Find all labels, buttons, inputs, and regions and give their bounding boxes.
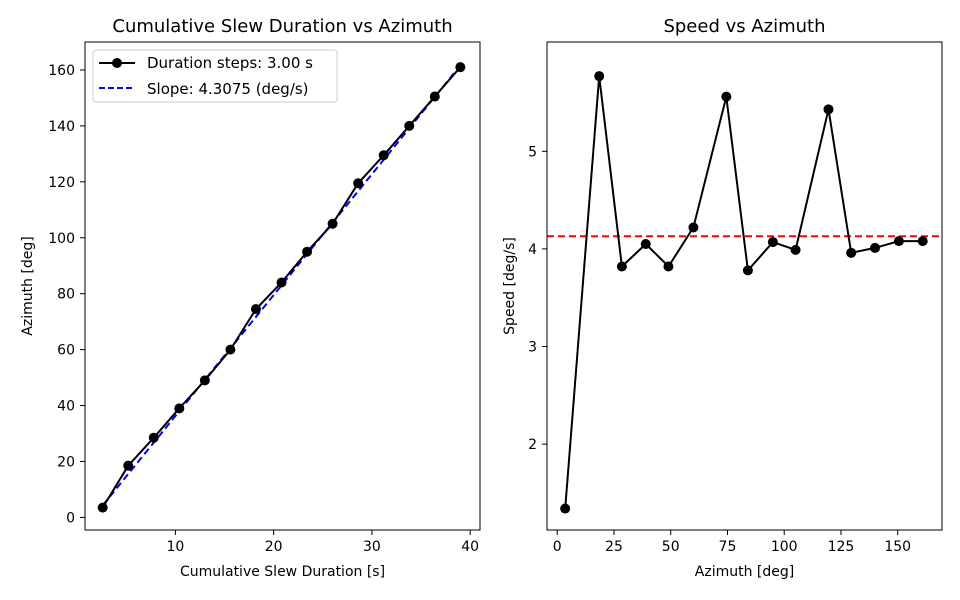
x-axis-label: Azimuth [deg]: [695, 564, 794, 580]
axes-frame: [84, 41, 481, 531]
x-tick-label: 0: [553, 539, 562, 555]
y-tick-label: 80: [57, 287, 75, 303]
data-point: [97, 502, 108, 513]
plot-area: [547, 71, 942, 514]
x-tick-label: 30: [363, 539, 381, 555]
x-tick-label: 125: [828, 539, 855, 555]
x-tick-label: 100: [771, 539, 798, 555]
data-point: [870, 242, 881, 253]
chart-speed-vs-azimuth: Speed vs Azimuth Azimuth [deg] Speed [de…: [502, 16, 943, 580]
data-point: [353, 178, 364, 189]
legend-marker-duration-steps: [112, 58, 122, 68]
data-point: [327, 218, 338, 229]
y-axis-label: Speed [deg/s]: [502, 237, 518, 335]
data-point: [823, 104, 834, 115]
x-tick-label: 50: [662, 539, 680, 555]
y-tick-label: 40: [57, 399, 75, 415]
chart-cumulative-duration-vs-azimuth: Cumulative Slew Duration vs Azimuth Cumu…: [20, 16, 481, 580]
tick-group: 0 25 50 75 100 125 150 2 3 4 5: [528, 144, 911, 555]
data-point: [148, 432, 159, 443]
data-point: [742, 265, 753, 276]
legend: Duration steps: 3.00 s Slope: 4.3075 (de…: [92, 49, 338, 103]
data-point: [404, 120, 415, 131]
legend-label-duration-steps: Duration steps: 3.00 s: [147, 54, 313, 72]
x-tick-label: 25: [605, 539, 623, 555]
data-point: [429, 91, 440, 102]
x-tick-label: 10: [166, 539, 184, 555]
x-tick-label: 150: [884, 539, 911, 555]
series-line: [564, 75, 923, 509]
x-tick-label: 40: [461, 539, 479, 555]
x-tick-label: 20: [265, 539, 283, 555]
x-tick-label: 75: [719, 539, 737, 555]
y-tick-label: 5: [528, 144, 537, 160]
data-point: [276, 277, 287, 288]
chart-title: Speed vs Azimuth: [663, 16, 825, 37]
data-point: [378, 150, 389, 161]
data-point: [250, 304, 261, 315]
y-tick-label: 60: [57, 343, 75, 359]
data-point: [688, 222, 699, 233]
data-point: [917, 236, 928, 247]
y-tick-label: 20: [57, 454, 75, 470]
data-point: [893, 236, 904, 247]
data-point: [455, 62, 466, 73]
data-point: [225, 344, 236, 355]
data-point: [560, 503, 571, 514]
x-axis-label: Cumulative Slew Duration [s]: [180, 564, 385, 580]
data-point: [846, 247, 857, 258]
y-tick-label: 0: [66, 510, 75, 526]
y-tick-label: 3: [528, 340, 537, 356]
data-point: [199, 375, 210, 386]
fit-line: [101, 64, 462, 507]
data-point: [302, 246, 313, 257]
y-tick-label: 160: [48, 63, 75, 79]
data-point: [640, 239, 651, 250]
data-point: [174, 403, 185, 414]
plot-area: [97, 62, 466, 513]
y-tick-label: 140: [48, 119, 75, 135]
data-point: [790, 244, 801, 255]
chart-title: Cumulative Slew Duration vs Azimuth: [112, 16, 452, 37]
data-point: [767, 237, 778, 248]
y-axis-label: Azimuth [deg]: [20, 236, 36, 335]
legend-label-slope: Slope: 4.3075 (deg/s): [147, 80, 309, 98]
legend-frame: [92, 49, 338, 103]
data-point: [616, 261, 627, 272]
data-point: [594, 71, 605, 82]
y-tick-label: 100: [48, 231, 75, 247]
y-tick-label: 4: [528, 242, 537, 258]
data-point: [721, 91, 732, 102]
data-point: [663, 261, 674, 272]
axes-frame: [546, 41, 943, 531]
y-tick-label: 120: [48, 175, 75, 191]
y-tick-label: 2: [528, 437, 537, 453]
data-point: [123, 460, 134, 471]
tick-group: 10 20 30 40 0 20 40 60 80 100 120 140 160: [48, 63, 479, 555]
